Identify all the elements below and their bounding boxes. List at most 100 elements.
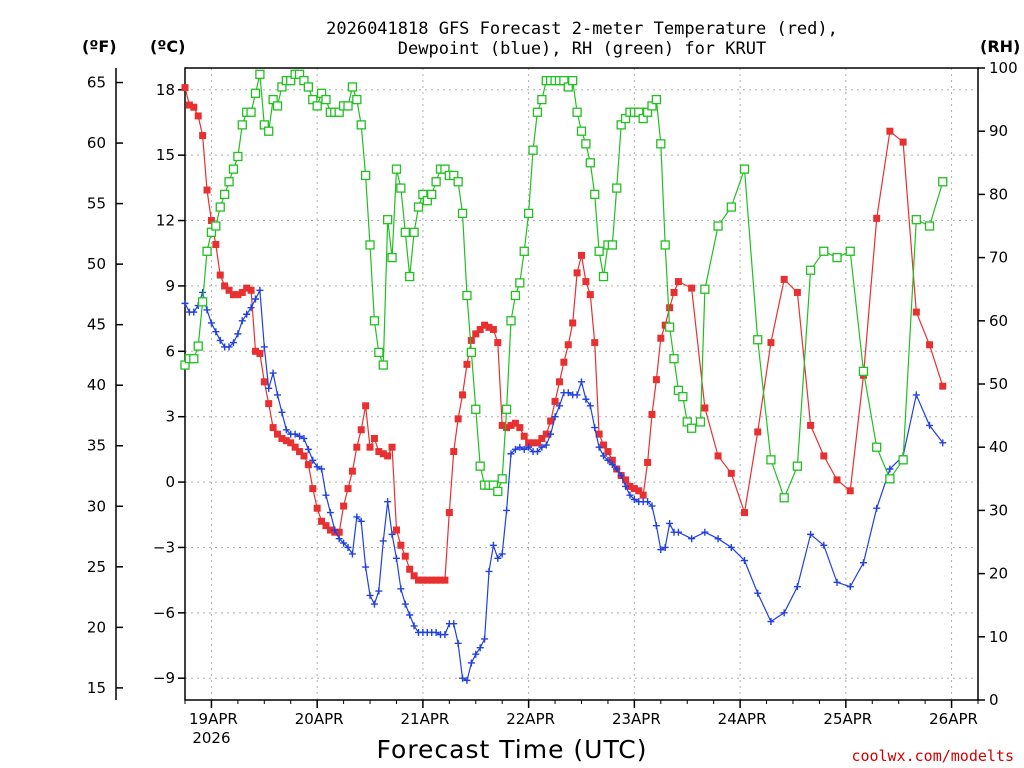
data-point xyxy=(714,535,722,543)
data-point xyxy=(318,517,326,525)
data-point xyxy=(626,491,634,499)
data-point xyxy=(648,502,656,510)
data-point xyxy=(397,585,405,593)
data-point xyxy=(303,82,314,92)
data-point xyxy=(476,326,484,334)
data-point xyxy=(523,208,534,219)
data-point xyxy=(193,341,203,351)
celsius-unit-label: (ºC) xyxy=(150,37,185,56)
data-point xyxy=(467,659,475,667)
data-point xyxy=(409,227,419,237)
data-point xyxy=(924,221,935,231)
rh-tick-label: 40 xyxy=(989,438,1008,456)
data-point xyxy=(485,567,493,575)
data-point xyxy=(507,421,515,429)
data-point xyxy=(578,378,585,386)
data-point xyxy=(313,504,321,512)
data-point xyxy=(181,299,189,307)
fahrenheit-tick-label: 50 xyxy=(87,255,106,273)
data-point xyxy=(432,576,440,584)
fahrenheit-tick-label: 30 xyxy=(87,497,106,515)
data-point xyxy=(413,202,424,212)
data-point xyxy=(370,434,378,442)
data-point xyxy=(532,107,543,117)
data-point xyxy=(366,591,374,599)
chart-title-line1: 2026041818 GFS Forecast 2-meter Temperat… xyxy=(326,19,838,39)
data-point xyxy=(318,465,326,473)
data-point xyxy=(805,265,816,275)
data-point xyxy=(432,628,440,636)
data-point xyxy=(516,443,524,451)
data-point xyxy=(428,576,436,584)
data-point xyxy=(459,391,467,399)
data-point xyxy=(820,541,828,549)
data-point xyxy=(335,528,343,536)
data-point xyxy=(247,286,255,294)
data-point xyxy=(419,576,427,584)
data-point xyxy=(608,461,616,469)
data-point xyxy=(607,240,617,250)
data-point xyxy=(516,424,524,432)
data-point xyxy=(274,430,282,438)
data-point xyxy=(807,530,815,538)
data-point xyxy=(212,328,220,336)
data-point xyxy=(282,437,290,445)
data-point xyxy=(366,443,374,451)
data-point xyxy=(467,336,475,344)
x-tick-label: 19APR xyxy=(189,710,238,728)
data-point xyxy=(246,107,256,117)
data-point xyxy=(858,366,869,377)
data-point xyxy=(265,400,273,408)
data-point xyxy=(598,271,609,282)
data-point xyxy=(250,88,261,98)
data-point xyxy=(441,576,449,584)
data-point xyxy=(181,84,189,92)
data-point xyxy=(666,519,674,527)
data-point xyxy=(582,395,590,403)
data-point xyxy=(926,421,934,429)
data-point xyxy=(644,458,652,466)
x-tick-label: 25APR xyxy=(823,710,872,728)
data-point xyxy=(573,269,581,277)
data-point xyxy=(466,347,477,358)
data-point xyxy=(309,456,317,464)
data-point xyxy=(212,241,220,249)
data-point xyxy=(397,541,405,549)
data-point xyxy=(190,103,198,111)
data-point xyxy=(525,443,533,451)
data-point xyxy=(326,509,334,517)
data-point xyxy=(846,583,854,591)
data-point xyxy=(476,644,484,652)
data-point xyxy=(912,391,920,399)
data-point xyxy=(400,227,410,237)
data-point xyxy=(520,432,528,440)
data-point xyxy=(551,397,559,405)
data-point xyxy=(282,426,290,434)
data-point xyxy=(322,491,330,499)
data-point xyxy=(726,202,736,212)
data-point xyxy=(608,456,616,464)
data-point xyxy=(199,132,207,140)
data-point xyxy=(410,572,418,580)
data-point xyxy=(576,126,587,136)
data-point xyxy=(494,339,502,347)
data-point xyxy=(331,526,339,534)
data-point xyxy=(251,295,259,303)
data-point xyxy=(657,546,665,554)
data-point xyxy=(582,278,590,286)
celsius-tick-label: 9 xyxy=(165,277,175,295)
data-point xyxy=(392,526,400,534)
data-point xyxy=(353,513,361,521)
rh-tick-label: 80 xyxy=(989,185,1008,203)
data-point xyxy=(622,476,630,484)
data-point xyxy=(457,208,468,219)
data-point xyxy=(604,456,612,464)
data-point xyxy=(207,319,215,327)
rh-tick-label: 90 xyxy=(989,122,1008,140)
data-point xyxy=(463,676,471,684)
data-point xyxy=(401,600,409,608)
rh-tick-label: 10 xyxy=(989,628,1008,646)
data-point xyxy=(578,251,585,259)
data-point xyxy=(872,442,882,452)
